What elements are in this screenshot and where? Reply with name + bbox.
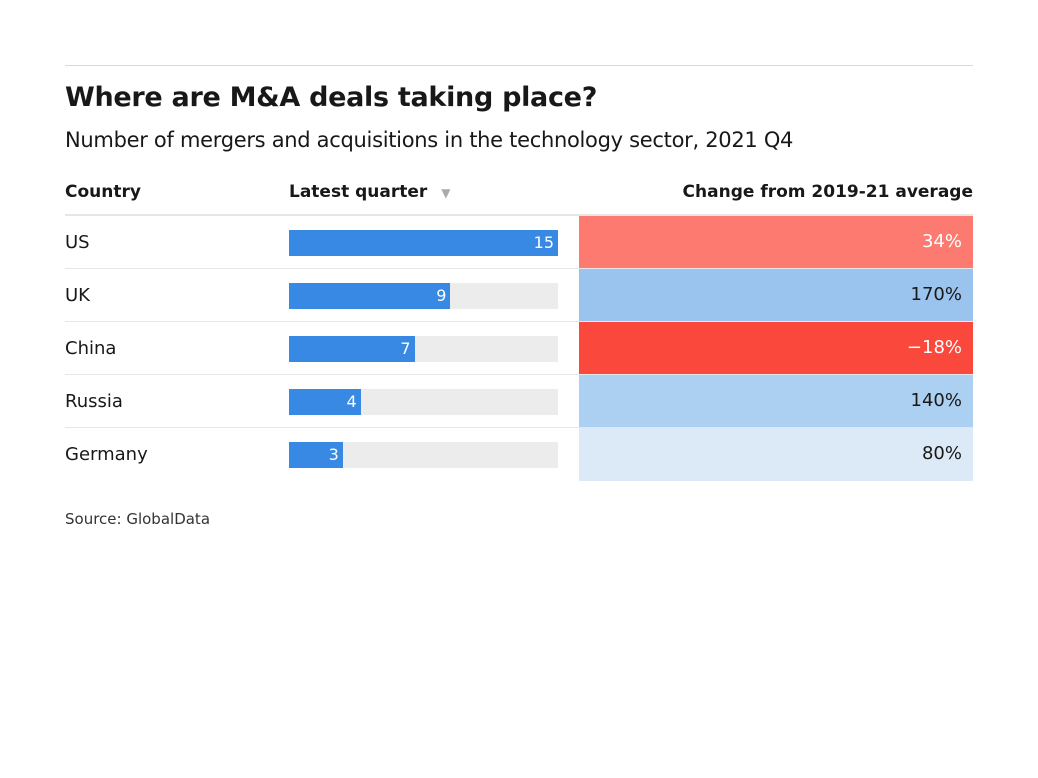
bar-value-label: 9: [436, 286, 447, 305]
table-row: US 15 34%: [65, 216, 973, 269]
row-divider: [65, 374, 973, 375]
heatmap-cell-change: −18%: [579, 322, 973, 375]
bar-latest-quarter: 9: [289, 283, 451, 309]
header-change[interactable]: Change from 2019-21 average: [682, 182, 973, 202]
country-name: UK: [65, 285, 90, 306]
bar-track: 4: [289, 389, 558, 415]
country-name: Germany: [65, 444, 148, 465]
chart-title: Where are M&A deals taking place?: [65, 82, 598, 113]
row-divider: [65, 268, 973, 269]
header-country[interactable]: Country: [65, 182, 141, 202]
bar-value-label: 7: [400, 339, 411, 358]
change-value: −18%: [906, 337, 962, 358]
change-value: 80%: [921, 443, 962, 464]
header-divider: [65, 214, 973, 216]
row-divider: [65, 427, 973, 428]
heatmap-cell-change: 140%: [579, 375, 973, 428]
country-name: China: [65, 338, 117, 359]
bar-value-label: 3: [328, 445, 339, 464]
change-value: 34%: [921, 231, 962, 252]
table-row: Germany 3 80%: [65, 428, 973, 481]
bar-track: 15: [289, 230, 558, 256]
country-name: Russia: [65, 391, 123, 412]
table-row: Russia 4 140%: [65, 375, 973, 428]
bar-value-label: 4: [346, 392, 357, 411]
change-value: 170%: [910, 284, 962, 305]
bar-latest-quarter: 15: [289, 230, 558, 256]
heatmap-cell-change: 170%: [579, 269, 973, 322]
heatmap-cell-change: 80%: [579, 428, 973, 481]
row-divider: [65, 321, 973, 322]
bar-track: 3: [289, 442, 558, 468]
header-latest-label: Latest quarter: [289, 182, 428, 202]
bar-track: 7: [289, 336, 558, 362]
bar-latest-quarter: 4: [289, 389, 361, 415]
header-latest-quarter[interactable]: Latest quarter ▼: [289, 182, 451, 202]
table-row: China 7 −18%: [65, 322, 973, 375]
chart-subtitle: Number of mergers and acquisitions in th…: [65, 128, 794, 152]
heatmap-cell-change: 34%: [579, 216, 973, 269]
change-value: 140%: [910, 390, 962, 411]
bar-latest-quarter: 3: [289, 442, 343, 468]
bar-latest-quarter: 7: [289, 336, 415, 362]
country-name: US: [65, 232, 90, 253]
top-rule: [65, 65, 973, 66]
source-note: Source: GlobalData: [65, 510, 211, 528]
bar-track: 9: [289, 283, 558, 309]
bar-value-label: 15: [533, 233, 554, 252]
table-row: UK 9 170%: [65, 269, 973, 322]
sort-desc-icon[interactable]: ▼: [441, 186, 451, 200]
